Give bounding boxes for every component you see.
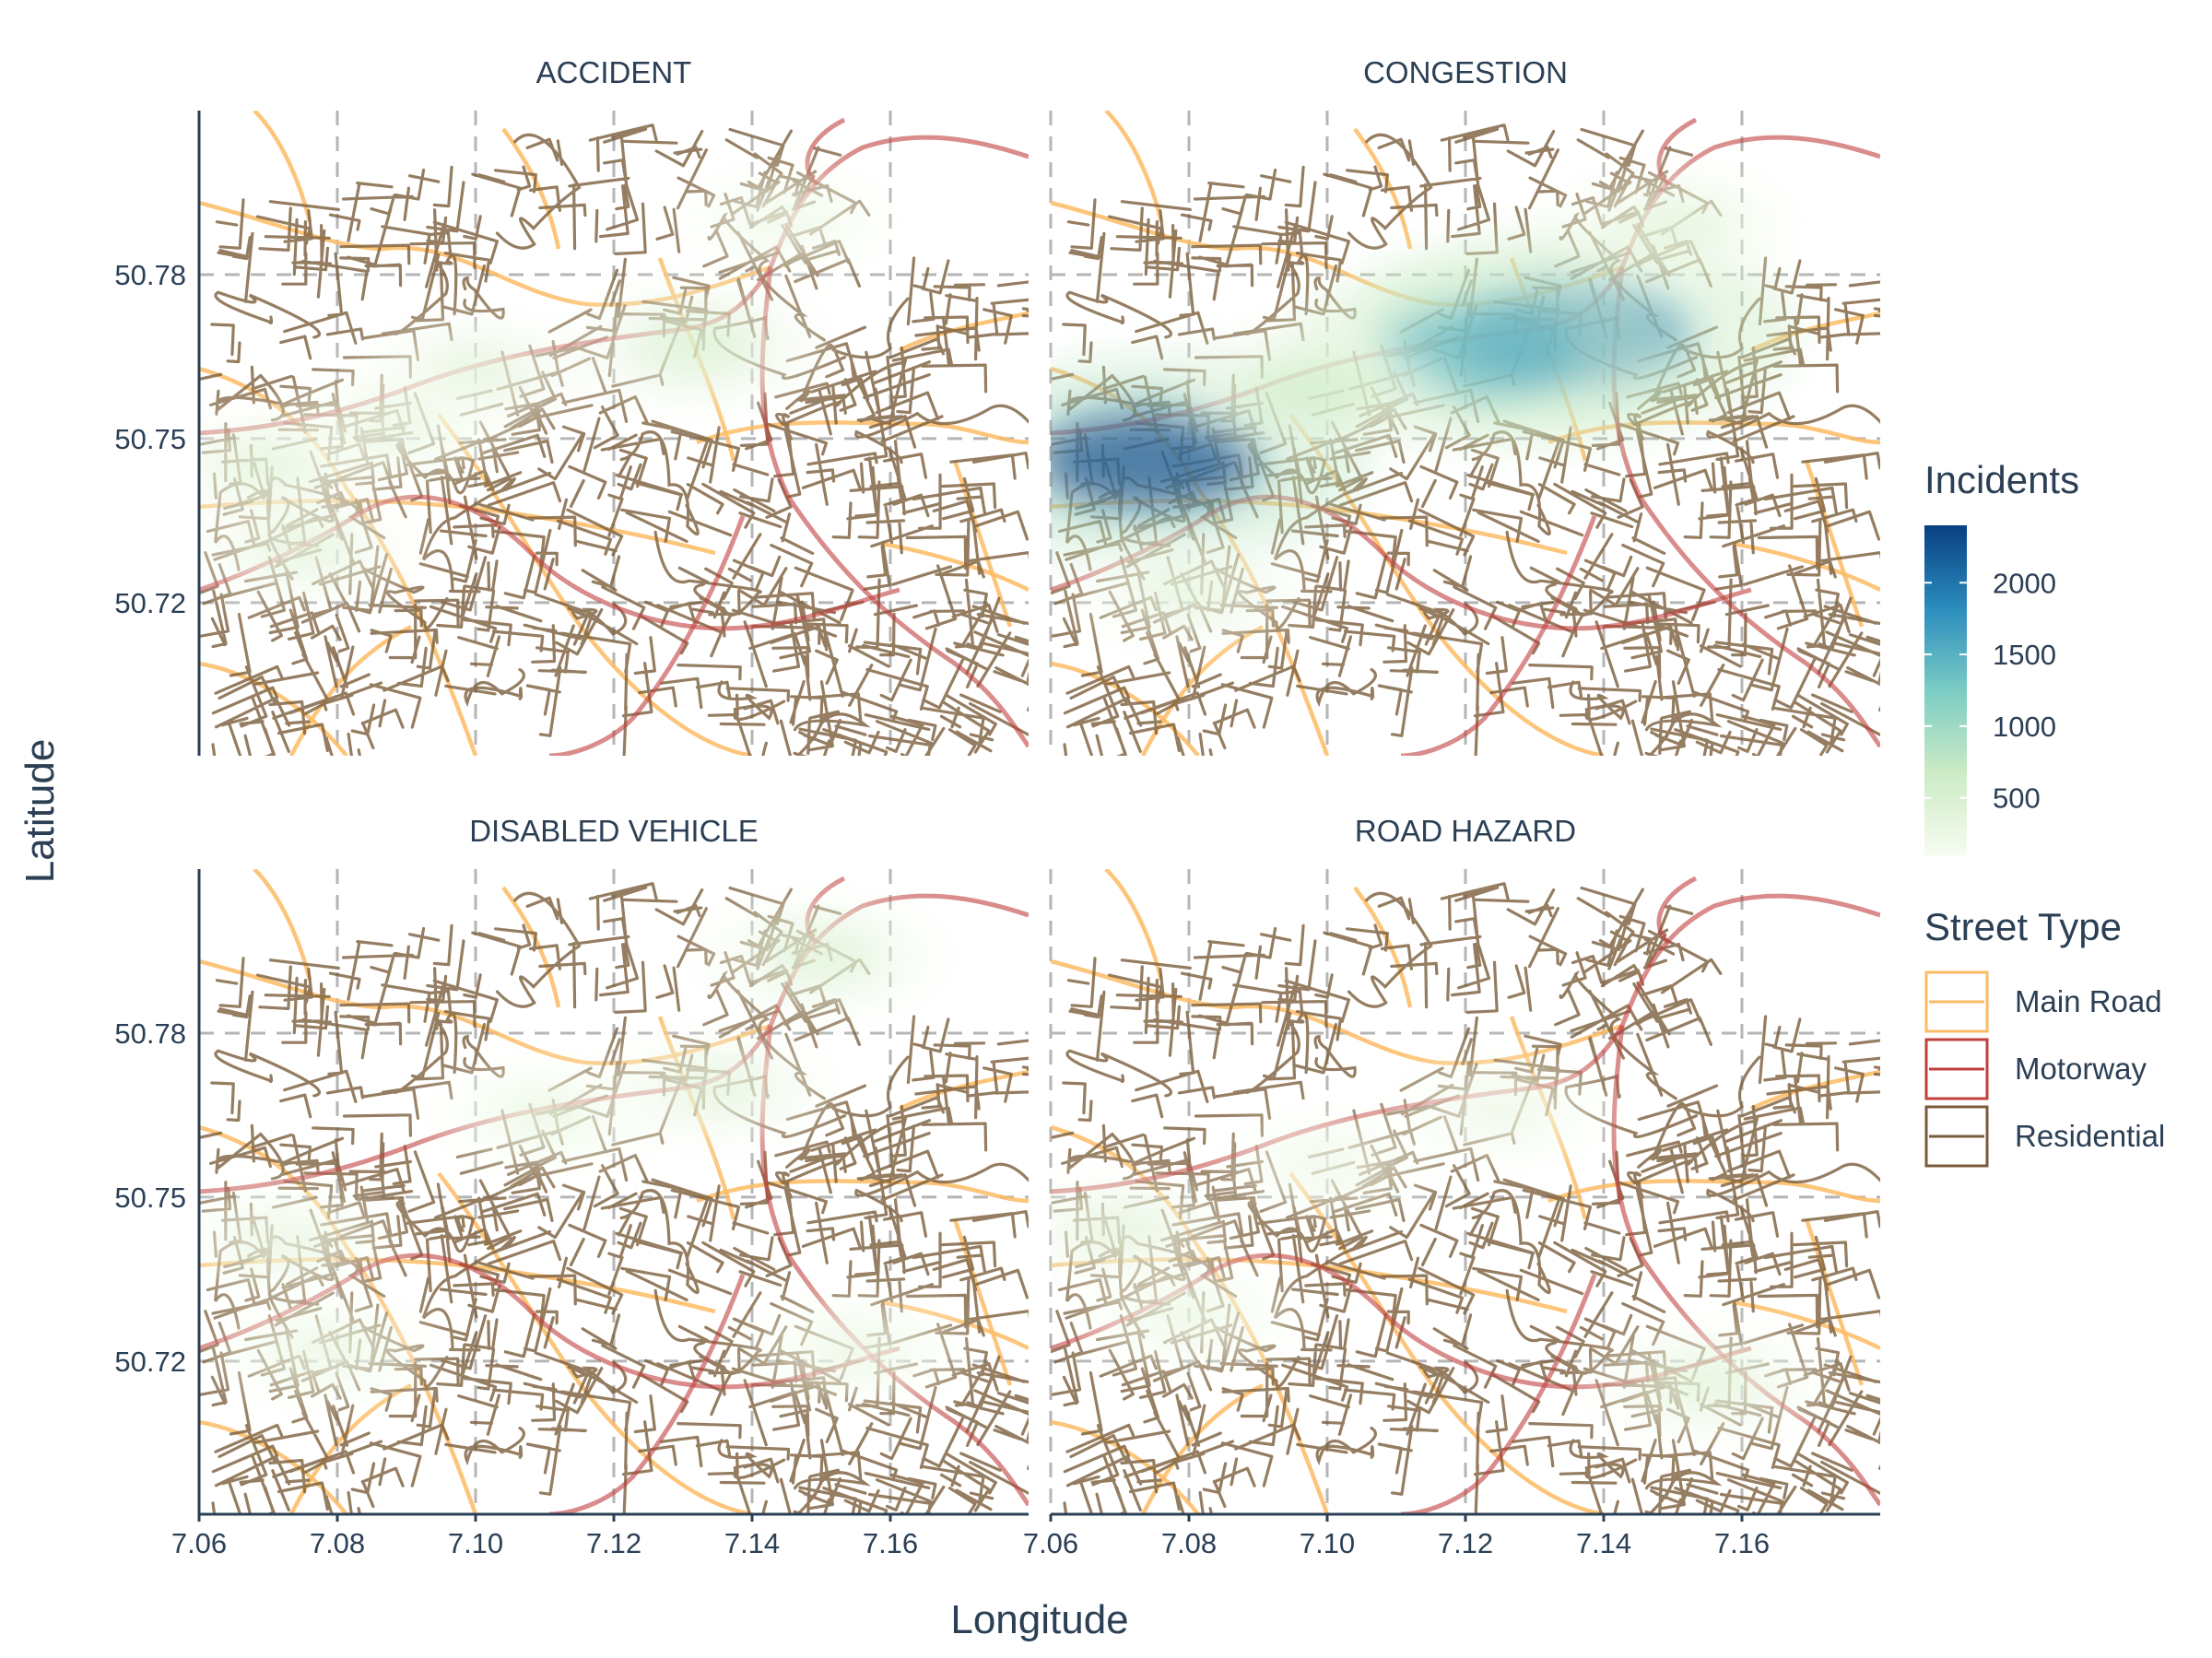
density-hotspot [1647, 1357, 1768, 1409]
colorbar-label: 500 [1993, 782, 2041, 815]
residential-streets [1051, 882, 1880, 1514]
x-tick-label: 7.14 [724, 1527, 780, 1559]
x-tick-label: 7.08 [310, 1527, 365, 1559]
y-tick-label: 50.72 [114, 1346, 186, 1378]
density-hotspot [1245, 359, 1382, 419]
main-road [199, 1419, 348, 1514]
density-hotspot [801, 1326, 911, 1374]
density-hotspot [1051, 412, 1258, 510]
incident-density [199, 898, 965, 1403]
colorbar-label: 1500 [1993, 639, 2056, 671]
y-tick-label: 50.78 [114, 259, 186, 291]
density-hotspot [1275, 1141, 1380, 1188]
x-tick-label: 7.14 [1576, 1527, 1631, 1559]
legend: Incidents 500 1000 1500 2000 Street Type Ma… [1924, 458, 2165, 1168]
street-key-label: Residential [2015, 1119, 2165, 1153]
motorway [548, 1274, 746, 1514]
main-road [501, 886, 561, 1008]
x-tick-label: 7.06 [171, 1527, 227, 1559]
street-key: Main Road [1924, 970, 2162, 1033]
facet-panel: ROAD HAZARD 7.06 7.08 7.10 7.12 7.14 7.16 [1023, 814, 1880, 1559]
main-road [696, 420, 1029, 445]
street-key: Motorway [1924, 1038, 2147, 1100]
incident-density [1051, 169, 1797, 647]
colorbar-label: 1000 [1993, 711, 2056, 743]
x-tick-label: 7.16 [863, 1527, 918, 1559]
y-tick-label: 50.72 [114, 587, 186, 619]
fill-legend-title: Incidents [1924, 458, 2079, 501]
density-hotspot [632, 317, 761, 374]
density-hotspot [244, 522, 361, 574]
motorway [1400, 515, 1597, 756]
motorway [1400, 1274, 1597, 1514]
x-tick-label: 7.10 [1300, 1527, 1355, 1559]
street-legend-title: Street Type [1924, 905, 2122, 948]
density-hotspot [1613, 199, 1733, 252]
main-road [1104, 111, 1164, 222]
density-hotspot [226, 1216, 338, 1265]
incidents-colorbar [1924, 525, 1967, 855]
main-road [1051, 661, 1200, 756]
density-hotspot [489, 1090, 600, 1140]
density-hotspot [1134, 1293, 1244, 1342]
main-road [1749, 1069, 1880, 1111]
main-road [952, 1218, 1013, 1386]
main-road [253, 111, 312, 222]
street-key-label: Main Road [2015, 984, 2162, 1018]
x-tick-label: 7.08 [1161, 1527, 1217, 1559]
density-hotspot [268, 1325, 379, 1375]
x-tick-label: 7.16 [1714, 1527, 1770, 1559]
main-road [1104, 869, 1164, 981]
y-tick-label: 50.75 [114, 1182, 186, 1214]
main-road [1547, 1179, 1880, 1204]
motorway [1656, 876, 1698, 945]
main-road [1051, 1419, 1200, 1514]
main-road [1353, 127, 1413, 250]
x-tick-label: 7.10 [448, 1527, 503, 1559]
y-axis-title: Latitude [18, 739, 63, 884]
facet-panel: DISABLED VEHICLE 50.72 50.75 50.78 7.06 7.08 7… [114, 814, 1029, 1559]
main-road [1804, 460, 1865, 628]
y-tick-label: 50.75 [114, 423, 186, 455]
density-hotspot [1061, 1204, 1179, 1256]
main-road [952, 460, 1013, 628]
incident-density [199, 171, 892, 603]
y-tick-label: 50.78 [114, 1017, 186, 1050]
main-road [898, 1069, 1029, 1111]
residential-streets [199, 123, 1029, 756]
density-hotspot [1130, 566, 1248, 617]
facet-panel: ACCIDENT 50.72 50.75 50.78 [114, 55, 1029, 756]
main-road [253, 869, 312, 981]
main-road [199, 661, 348, 756]
main-road [880, 541, 1029, 593]
x-tick-label: 7.12 [586, 1527, 641, 1559]
facet-panel: CONGESTION [1049, 55, 1880, 756]
x-axis-title: Longitude [950, 1597, 1128, 1642]
main-road [1804, 1218, 1865, 1386]
density-hotspot [336, 403, 449, 453]
main-road [1353, 886, 1413, 1008]
street-key: Residential [1924, 1105, 2165, 1168]
density-hotspot [759, 929, 884, 984]
incident-density [1051, 1059, 1828, 1440]
x-tick-label: 7.06 [1023, 1527, 1078, 1559]
colorbar-label: 2000 [1993, 567, 2056, 599]
x-tick-label: 7.12 [1438, 1527, 1493, 1559]
facet-title: ROAD HAZARD [1355, 814, 1576, 848]
density-hotspot [659, 1062, 776, 1113]
facet-title: ACCIDENT [536, 55, 692, 89]
main-road [1732, 541, 1880, 593]
main-road [898, 311, 1029, 353]
density-hotspot [734, 196, 840, 243]
facet-title: CONGESTION [1363, 55, 1568, 89]
facet-title: DISABLED VEHICLE [469, 814, 759, 848]
street-key-label: Motorway [2015, 1052, 2147, 1086]
main-road [696, 1179, 1029, 1204]
main-road [501, 127, 561, 250]
motorway [548, 515, 746, 756]
density-hotspot [1446, 1086, 1554, 1134]
